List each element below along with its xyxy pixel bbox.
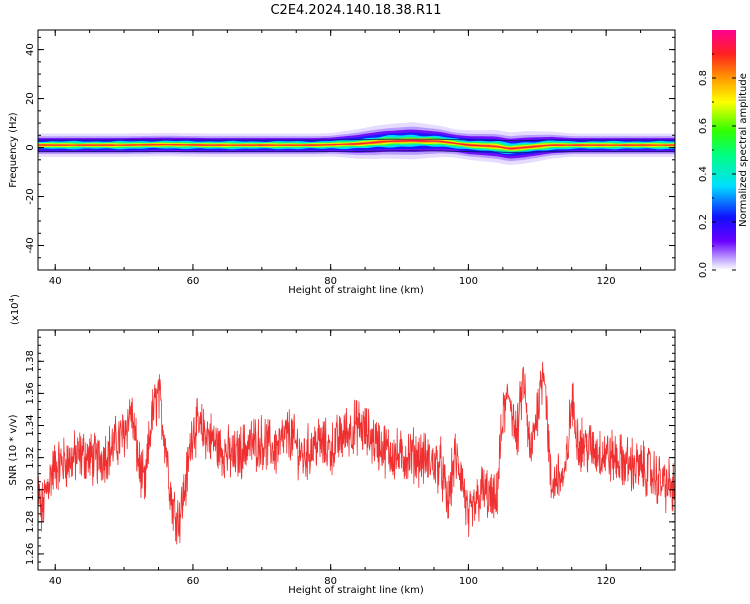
- colorbar-tick-label: 0.4: [698, 166, 709, 182]
- spectrogram-ytick-label: -40: [25, 237, 36, 253]
- colorbar-tick-label: 0.6: [698, 118, 709, 134]
- colorbar-gradient: [712, 30, 736, 270]
- spectrogram-ytick-label: 40: [25, 43, 36, 56]
- snr-xtick-label: 60: [187, 576, 200, 587]
- snr-ytick-label: 1.32: [25, 446, 36, 468]
- snr-multiplier: (x104): [8, 294, 21, 325]
- snr-ylabel: SNR (10 * v/v): [8, 414, 19, 485]
- colorbar-label: Normalized spectral amplitude: [738, 73, 749, 227]
- spectrogram-ytick-label: 0: [25, 144, 36, 150]
- snr-xtick-label: 100: [459, 576, 478, 587]
- colorbar-tick-label: 0.8: [698, 70, 709, 86]
- snr-ytick-label: 1.26: [25, 543, 36, 565]
- spectrogram-ytick-label: 20: [25, 92, 36, 105]
- spectrogram-xtick-label: 60: [187, 276, 200, 287]
- snr-ytick-label: 1.38: [25, 350, 36, 372]
- snr-ytick-label: 1.36: [25, 382, 36, 404]
- snr-xtick-label: 120: [597, 576, 616, 587]
- snr-xtick-label: 40: [49, 576, 62, 587]
- snr-multiplier-base: (x10: [10, 302, 21, 325]
- spectrogram-edge-1: [38, 150, 675, 153]
- spectrogram-layer-8: [38, 139, 675, 150]
- snr-xtick-label: 80: [324, 576, 337, 587]
- spectrogram-band: [38, 122, 675, 165]
- figure-title: C2E4.2024.140.18.38.R11: [270, 3, 441, 18]
- snr-ytick-label: 1.34: [25, 414, 36, 436]
- spectrogram-ylabel: Frequency (Hz): [8, 112, 19, 188]
- snr-multiplier-close: ): [10, 294, 21, 298]
- snr-panel: 40 60 80 100 120 1.26 1.28 1.30 1.32 1.34 1.36 1.38…: [8, 294, 676, 596]
- snr-ytick-label: 1.28: [25, 511, 36, 533]
- snr-ytick-label: 1.30: [25, 479, 36, 501]
- spectrogram-xtick-label: 100: [459, 276, 478, 287]
- colorbar-tick-label: 0.2: [698, 214, 709, 230]
- svg-text:(x104): (x104): [8, 294, 21, 325]
- colorbar-tick-label: 0.0: [698, 262, 709, 278]
- spectrogram-ytick-label: -20: [25, 188, 36, 204]
- snr-xlabel: Height of straight line (km): [288, 585, 424, 596]
- spectrogram-frame: [37, 29, 676, 271]
- spectrogram-panel: 40 60 80 100 120 -40 -20 0 20 40 Height of straig…: [8, 29, 676, 296]
- spectrogram-edge-0: [38, 138, 675, 142]
- spectrogram-xtick-label: 40: [49, 276, 62, 287]
- spectrogram-xlabel: Height of straight line (km): [288, 285, 424, 296]
- spectrogram-xtick-label: 120: [597, 276, 616, 287]
- colorbar: 0.0 0.2 0.4 0.6 0.8 Normalized spectral ampl…: [698, 30, 749, 278]
- snr-series-line: [38, 361, 675, 545]
- spectrogram-xtick-label: 80: [324, 276, 337, 287]
- snr-multiplier-exp: 4: [8, 297, 16, 302]
